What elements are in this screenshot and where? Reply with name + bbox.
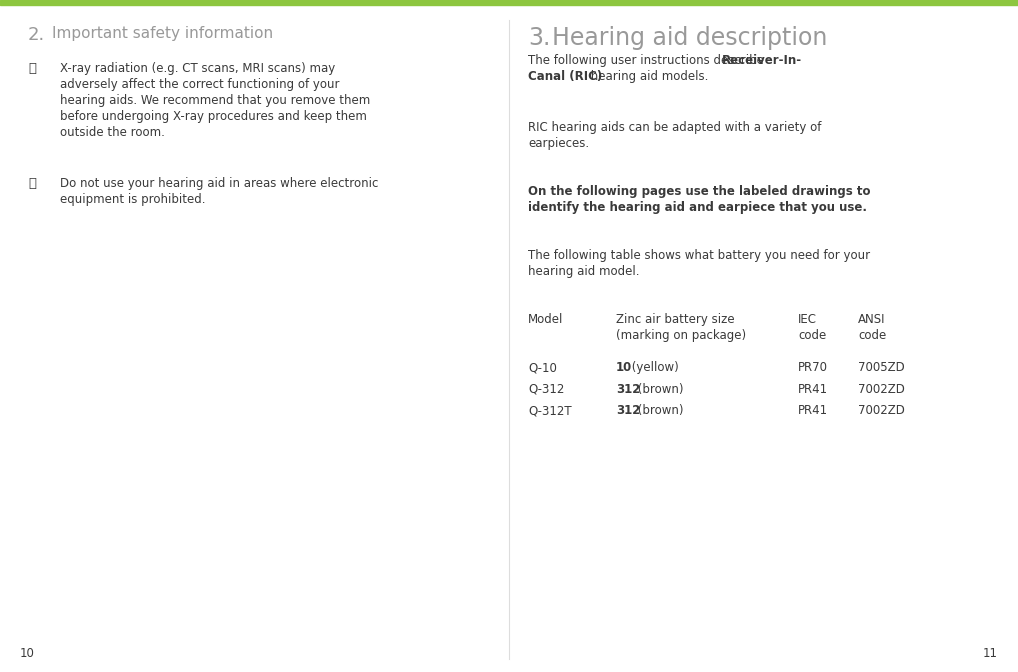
Text: 7005ZD: 7005ZD <box>858 362 905 374</box>
Text: code: code <box>858 329 887 342</box>
Text: Model: Model <box>528 313 563 326</box>
Text: hearing aid models.: hearing aid models. <box>586 70 709 83</box>
Text: 11: 11 <box>983 647 998 660</box>
Text: (marking on package): (marking on package) <box>616 329 746 342</box>
Text: 10: 10 <box>20 647 35 660</box>
Text: Q-10: Q-10 <box>528 362 557 374</box>
Text: earpieces.: earpieces. <box>528 137 589 151</box>
Text: code: code <box>798 329 827 342</box>
Text: (brown): (brown) <box>633 383 683 396</box>
Text: Do not use your hearing aid in areas where electronic: Do not use your hearing aid in areas whe… <box>60 177 379 190</box>
Text: On the following pages use the labeled drawings to: On the following pages use the labeled d… <box>528 185 870 198</box>
Text: Q-312: Q-312 <box>528 383 564 396</box>
Text: X-ray radiation (e.g. CT scans, MRI scans) may: X-ray radiation (e.g. CT scans, MRI scan… <box>60 62 335 75</box>
Text: adversely affect the correct functioning of your: adversely affect the correct functioning… <box>60 78 339 91</box>
Text: 3.: 3. <box>528 26 551 50</box>
Text: (yellow): (yellow) <box>628 362 679 374</box>
Text: outside the room.: outside the room. <box>60 126 165 139</box>
Text: Important safety information: Important safety information <box>52 26 273 41</box>
Text: IEC: IEC <box>798 313 817 326</box>
Text: ⓘ: ⓘ <box>29 177 36 190</box>
Text: RIC hearing aids can be adapted with a variety of: RIC hearing aids can be adapted with a v… <box>528 121 822 134</box>
Text: Zinc air battery size: Zinc air battery size <box>616 313 735 326</box>
Text: hearing aid model.: hearing aid model. <box>528 265 639 278</box>
Text: hearing aids. We recommend that you remove them: hearing aids. We recommend that you remo… <box>60 94 371 107</box>
Text: PR41: PR41 <box>798 405 828 417</box>
Text: 10: 10 <box>616 362 632 374</box>
Text: Hearing aid description: Hearing aid description <box>552 26 828 50</box>
Text: ⓘ: ⓘ <box>29 62 36 75</box>
Text: Receiver-In-: Receiver-In- <box>722 54 801 67</box>
Text: 7002ZD: 7002ZD <box>858 383 905 396</box>
Text: Canal (RIC): Canal (RIC) <box>528 70 603 83</box>
Text: 312: 312 <box>616 405 640 417</box>
Text: identify the hearing aid and earpiece that you use.: identify the hearing aid and earpiece th… <box>528 201 867 214</box>
Text: ANSI: ANSI <box>858 313 886 326</box>
Bar <box>0 0 1018 5</box>
Text: equipment is prohibited.: equipment is prohibited. <box>60 194 206 206</box>
Text: before undergoing X-ray procedures and keep them: before undergoing X-ray procedures and k… <box>60 110 366 123</box>
Text: The following table shows what battery you need for your: The following table shows what battery y… <box>528 249 870 262</box>
Text: Q-312T: Q-312T <box>528 405 572 417</box>
Text: PR70: PR70 <box>798 362 828 374</box>
Text: 312: 312 <box>616 383 640 396</box>
Text: 7002ZD: 7002ZD <box>858 405 905 417</box>
Text: (brown): (brown) <box>633 405 683 417</box>
Text: The following user instructions describe: The following user instructions describe <box>528 54 768 67</box>
Text: 2.: 2. <box>29 26 45 44</box>
Text: PR41: PR41 <box>798 383 828 396</box>
